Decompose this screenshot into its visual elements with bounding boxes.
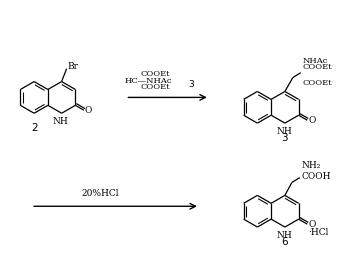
Text: COOEt: COOEt <box>140 70 170 78</box>
Text: 2: 2 <box>31 123 37 133</box>
Text: Br: Br <box>67 62 79 71</box>
Text: NH: NH <box>276 127 292 136</box>
Text: O: O <box>308 116 316 125</box>
Text: NH: NH <box>276 231 292 240</box>
Text: NH₂: NH₂ <box>302 161 321 170</box>
Text: 3: 3 <box>188 80 194 89</box>
Text: 3: 3 <box>281 133 288 143</box>
Text: NHAc: NHAc <box>303 57 328 65</box>
Text: ·HCl: ·HCl <box>308 227 328 237</box>
Text: COOH: COOH <box>302 172 331 181</box>
Text: O: O <box>85 106 92 115</box>
Text: 6: 6 <box>281 237 288 247</box>
Text: HC—NHAc: HC—NHAc <box>125 76 172 85</box>
Text: 20%HCl: 20%HCl <box>82 189 119 198</box>
Text: COOEt: COOEt <box>303 79 332 86</box>
Text: COOEt: COOEt <box>140 84 170 91</box>
Text: COOEt: COOEt <box>303 63 332 71</box>
Text: O: O <box>308 220 316 228</box>
Text: NH: NH <box>53 117 69 126</box>
